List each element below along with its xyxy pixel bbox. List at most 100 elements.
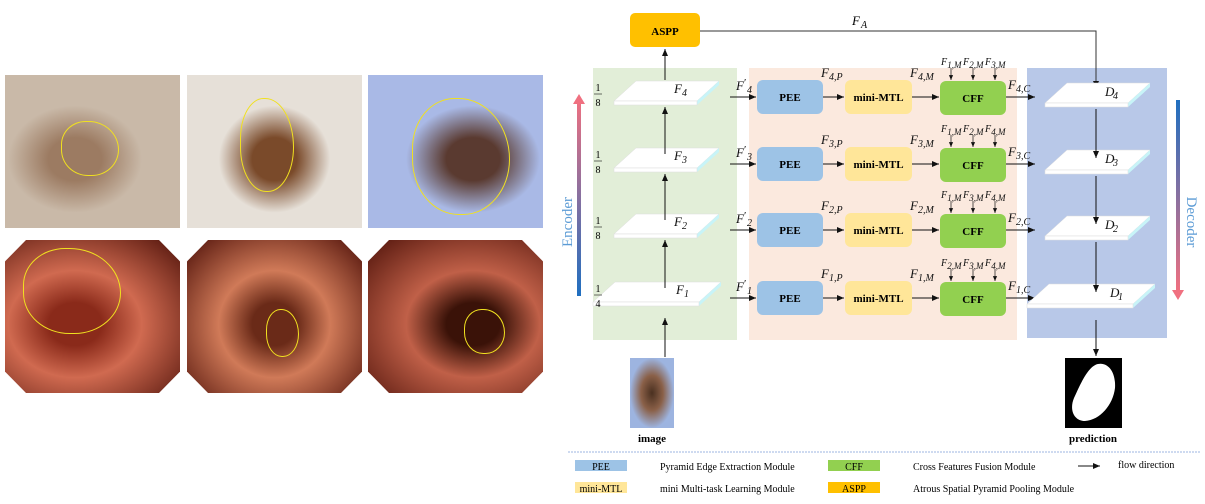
cff-module-label: CFF — [962, 160, 984, 172]
cff-input-label-letter: F — [940, 190, 948, 201]
mini-mtl-module-label: mini-MTL — [853, 293, 903, 305]
decoder-feature-label: D2 — [1104, 217, 1118, 235]
svg-text:1: 1 — [596, 150, 601, 161]
encoder-feature-plane — [613, 213, 720, 239]
cff-input-label-letter: F — [984, 57, 992, 68]
pee-output-label: F 3,P — [820, 132, 843, 150]
mtl-output-label-letter: F — [909, 132, 919, 147]
cff-input-label-letter: F — [984, 258, 992, 269]
svg-text:1: 1 — [596, 216, 601, 227]
decoder-feature-label-letter: D — [1109, 285, 1120, 300]
decoder-feature-label-subscript: 2 — [1113, 224, 1118, 235]
encoder-gradient-arrow — [577, 98, 581, 296]
cff-input-label-subscript: 1,M — [947, 60, 962, 70]
legend: PEE Pyramid Edge Extraction Module CFF Cros… — [575, 460, 1174, 495]
prime-feature-label: F ′1 — [735, 278, 752, 297]
cff-module: CFF — [940, 214, 1006, 248]
prime-mark: ′ — [744, 210, 746, 222]
lesion-contour — [61, 120, 119, 177]
cff-input-label-subscript: 1,M — [947, 193, 962, 203]
legend-description: Atrous Spatial Pyramid Pooling Module — [913, 484, 1075, 495]
cff-input-label: F 2,M — [962, 124, 984, 137]
sample-image — [187, 240, 362, 393]
prime-feature-label-subscript: 3 — [746, 152, 752, 163]
pee-output-label-subscript: 1,P — [829, 273, 843, 284]
pee-module-label: PEE — [779, 159, 800, 171]
decoder-feature-label-subscript: 3 — [1112, 158, 1118, 169]
prime-feature-label-letter: F — [735, 78, 745, 93]
encoder-feature-label-subscript: 4 — [682, 88, 687, 99]
scale-fraction: 18 — [594, 150, 602, 176]
scale-fraction: 18 — [594, 83, 602, 109]
cff-output-label-subscript: 3,C — [1015, 151, 1031, 162]
decoder-feature-plane — [1026, 283, 1156, 309]
aspp-output-letter: F — [851, 13, 861, 28]
cff-input-label-subscript: 3,M — [968, 261, 984, 271]
legend-key: PEE — [592, 462, 610, 473]
pee-output-label: F 1,P — [820, 266, 843, 284]
legend-swatch — [828, 482, 880, 493]
pee-module: PEE — [757, 281, 823, 315]
encoder-label: Encoder — [560, 197, 576, 247]
encoder-feature-plane — [613, 147, 720, 173]
legend-key: CFF — [845, 462, 863, 473]
cff-output-label-subscript: 2,C — [1016, 217, 1031, 228]
aspp-label: ASPP — [651, 26, 679, 38]
cff-input-label-letter: F — [984, 190, 992, 201]
pee-output-label: F 4,P — [820, 65, 843, 83]
decoder-feature-label: D1 — [1109, 285, 1123, 303]
legend-item: CFF Cross Features Fusion Module — [828, 460, 1036, 473]
decoder-feature-plane — [1044, 215, 1151, 241]
svg-text:4: 4 — [596, 299, 601, 310]
pee-output-label-letter: F — [820, 266, 830, 281]
aspp-block: ASPP F A — [630, 13, 1099, 88]
legend-swatch — [575, 460, 627, 471]
encoder-feature-label-letter: F — [673, 214, 683, 229]
pee-module: PEE — [757, 213, 823, 247]
cff-output-label-letter: F — [1007, 210, 1017, 225]
svg-text:1: 1 — [596, 83, 601, 94]
sample-image — [368, 240, 543, 393]
legend-description: Pyramid Edge Extraction Module — [660, 462, 795, 473]
pee-module-label: PEE — [779, 225, 800, 237]
prime-feature-label-subscript: 2 — [747, 218, 752, 229]
prime-mark: ′ — [744, 77, 746, 89]
cff-input-label: F 1,M — [940, 124, 962, 137]
cff-input-label-subscript: 4,M — [991, 127, 1006, 137]
decoder-feature-label: D4 — [1104, 84, 1118, 102]
decoder-feature-label-subscript: 1 — [1118, 292, 1123, 303]
mtl-output-label-letter: F — [909, 65, 919, 80]
cff-module-label: CFF — [962, 93, 984, 105]
cff-module: CFF — [940, 148, 1006, 182]
legend-key: mini-MTL — [580, 484, 623, 495]
cff-input-label-letter: F — [940, 258, 948, 269]
legend-flow-label: flow direction — [1118, 460, 1174, 471]
mtl-output-label-subscript: 3,M — [917, 139, 935, 150]
encoder-feature-label-letter: F — [673, 81, 683, 96]
prime-feature-label: F ′3 — [735, 144, 752, 163]
sample-image — [187, 75, 362, 228]
cff-input-label-subscript: 4,M — [991, 261, 1006, 271]
encoder-feature-label-subscript: 2 — [682, 221, 687, 232]
cff-input-label-subscript: 3,M — [968, 193, 984, 203]
cff-module: CFF — [940, 282, 1006, 316]
mini-mtl-module: mini-MTL — [845, 80, 912, 114]
prime-feature-label-letter: F — [735, 279, 745, 294]
scale-fraction: 18 — [594, 216, 602, 242]
pee-output-label-letter: F — [820, 198, 830, 213]
sample-image — [5, 240, 180, 393]
legend-swatch — [575, 482, 627, 493]
svg-text:8: 8 — [596, 165, 601, 176]
cff-input-label-letter: F — [962, 190, 970, 201]
input-image — [630, 358, 674, 428]
decoder-feature-plane — [1044, 149, 1151, 175]
svg-text:8: 8 — [596, 98, 601, 109]
lesion-contour — [265, 308, 300, 357]
cff-input-label-subscript: 1,M — [947, 127, 962, 137]
prime-feature-label-letter: F — [735, 211, 745, 226]
decoder-feature-label-letter: D — [1104, 84, 1115, 99]
pee-module: PEE — [757, 147, 823, 181]
cff-output-label-letter: F — [1007, 77, 1017, 92]
